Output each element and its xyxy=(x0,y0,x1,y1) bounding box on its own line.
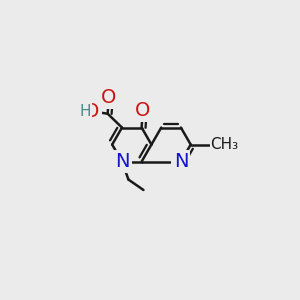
Text: N: N xyxy=(115,152,129,171)
Text: H: H xyxy=(79,104,91,119)
Text: O: O xyxy=(101,88,116,106)
Text: CH₃: CH₃ xyxy=(211,137,239,152)
Text: N: N xyxy=(174,152,188,171)
Text: O: O xyxy=(135,101,151,120)
Text: O: O xyxy=(84,102,100,121)
